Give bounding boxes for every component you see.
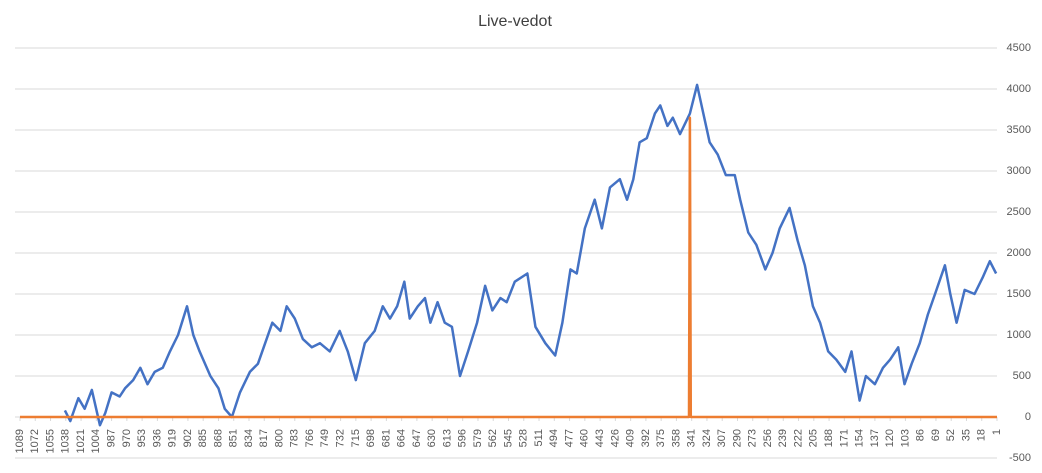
x-tick-label: 1072 [29,429,41,453]
x-tick-label: 1089 [14,429,26,453]
y-tick-label: 3000 [1007,165,1031,177]
y-tick-label: 2000 [1007,247,1031,259]
y-tick-label: 500 [1013,370,1031,382]
x-tick-label: 613 [441,429,453,447]
x-tick-label: 409 [625,429,637,447]
x-tick-label: 834 [243,429,255,447]
y-tick-label: 2500 [1007,206,1031,218]
x-tick-label: 885 [197,429,209,447]
x-tick-label: 562 [487,429,499,447]
x-tick-label: 902 [182,429,194,447]
y-tick-label: 3500 [1007,124,1031,136]
y-tick-label: 4500 [1007,42,1031,54]
x-tick-label: 1 [991,429,1003,435]
x-tick-label: 137 [869,429,881,447]
x-tick-label: 766 [304,429,316,447]
x-tick-label: 477 [563,429,575,447]
x-tick-label: 987 [106,429,118,447]
x-tick-label: 1004 [90,429,102,453]
x-tick-label: 596 [457,429,469,447]
x-tick-label: 392 [640,429,652,447]
x-tick-label: 69 [930,429,942,441]
x-tick-label: 154 [854,429,866,447]
y-tick-label: 1500 [1007,288,1031,300]
x-tick-label: 188 [823,429,835,447]
x-tick-label: 953 [136,429,148,447]
x-tick-label: 715 [350,429,362,447]
x-tick-label: 579 [472,429,484,447]
x-tick-label: 426 [609,429,621,447]
x-tick-label: 35 [960,429,972,441]
x-tick-label: 1038 [60,429,72,453]
x-tick-label: 86 [915,429,927,441]
x-tick-label: 256 [762,429,774,447]
x-tick-label: 273 [747,429,759,447]
x-tick-label: 970 [121,429,133,447]
y-tick-label: -500 [1009,452,1031,464]
x-tick-label: 800 [273,429,285,447]
x-tick-label: 698 [365,429,377,447]
x-tick-label: 205 [808,429,820,447]
x-tick-label: 545 [502,429,514,447]
x-tick-label: 1021 [75,429,87,453]
x-tick-label: 783 [289,429,301,447]
x-tick-label: 341 [686,429,698,447]
x-tick-label: 239 [777,429,789,447]
x-tick-label: 52 [945,429,957,441]
x-tick-label: 664 [396,429,408,447]
x-tick-label: 290 [731,429,743,447]
chart-title: Live-vedot [478,13,552,30]
x-tick-label: 358 [670,429,682,447]
data-line [20,116,997,419]
x-tick-label: 868 [212,429,224,447]
x-tick-label: 749 [319,429,331,447]
x-tick-label: 120 [884,429,896,447]
y-tick-label: 0 [1025,411,1031,423]
x-tick-label: 528 [518,429,530,447]
x-tick-label: 851 [228,429,240,447]
x-tick-label: 103 [899,429,911,447]
x-tick-label: 324 [701,429,713,447]
x-tick-label: 222 [792,429,804,447]
x-tick-label: 511 [533,429,545,447]
x-tick-label: 307 [716,429,728,447]
x-tick-label: 647 [411,429,423,447]
x-tick-label: 936 [151,429,163,447]
x-tick-label: 375 [655,429,667,447]
x-tick-label: 18 [976,429,988,441]
x-tick-label: 681 [380,429,392,447]
x-tick-label: 919 [167,429,179,447]
x-tick-label: 817 [258,429,270,447]
data-line [63,83,998,427]
y-tick-label: 4000 [1007,83,1031,95]
y-tick-label: 1000 [1007,329,1031,341]
x-tick-label: 171 [838,429,850,447]
x-tick-label: 443 [594,429,606,447]
x-tick-label: 630 [426,429,438,447]
x-tick-label: 494 [548,429,560,447]
x-tick-label: 460 [579,429,591,447]
x-tick-label: 1055 [44,429,56,453]
x-tick-label: 732 [334,429,346,447]
